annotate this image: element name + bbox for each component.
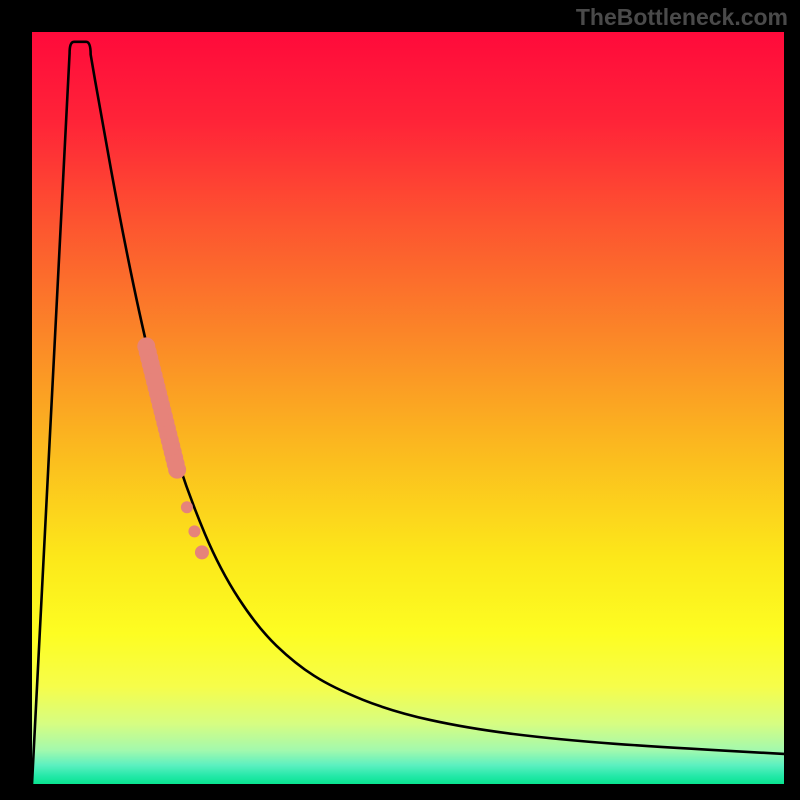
data-dot [181,501,193,513]
plot-area [32,32,784,784]
data-dot [195,545,209,559]
data-dots-group [137,337,209,559]
watermark-text: TheBottleneck.com [576,4,788,31]
bottleneck-curve [32,42,784,784]
curve-svg [32,32,784,784]
data-dot [168,461,186,479]
stage: TheBottleneck.com [0,0,800,800]
data-dot [188,525,200,537]
